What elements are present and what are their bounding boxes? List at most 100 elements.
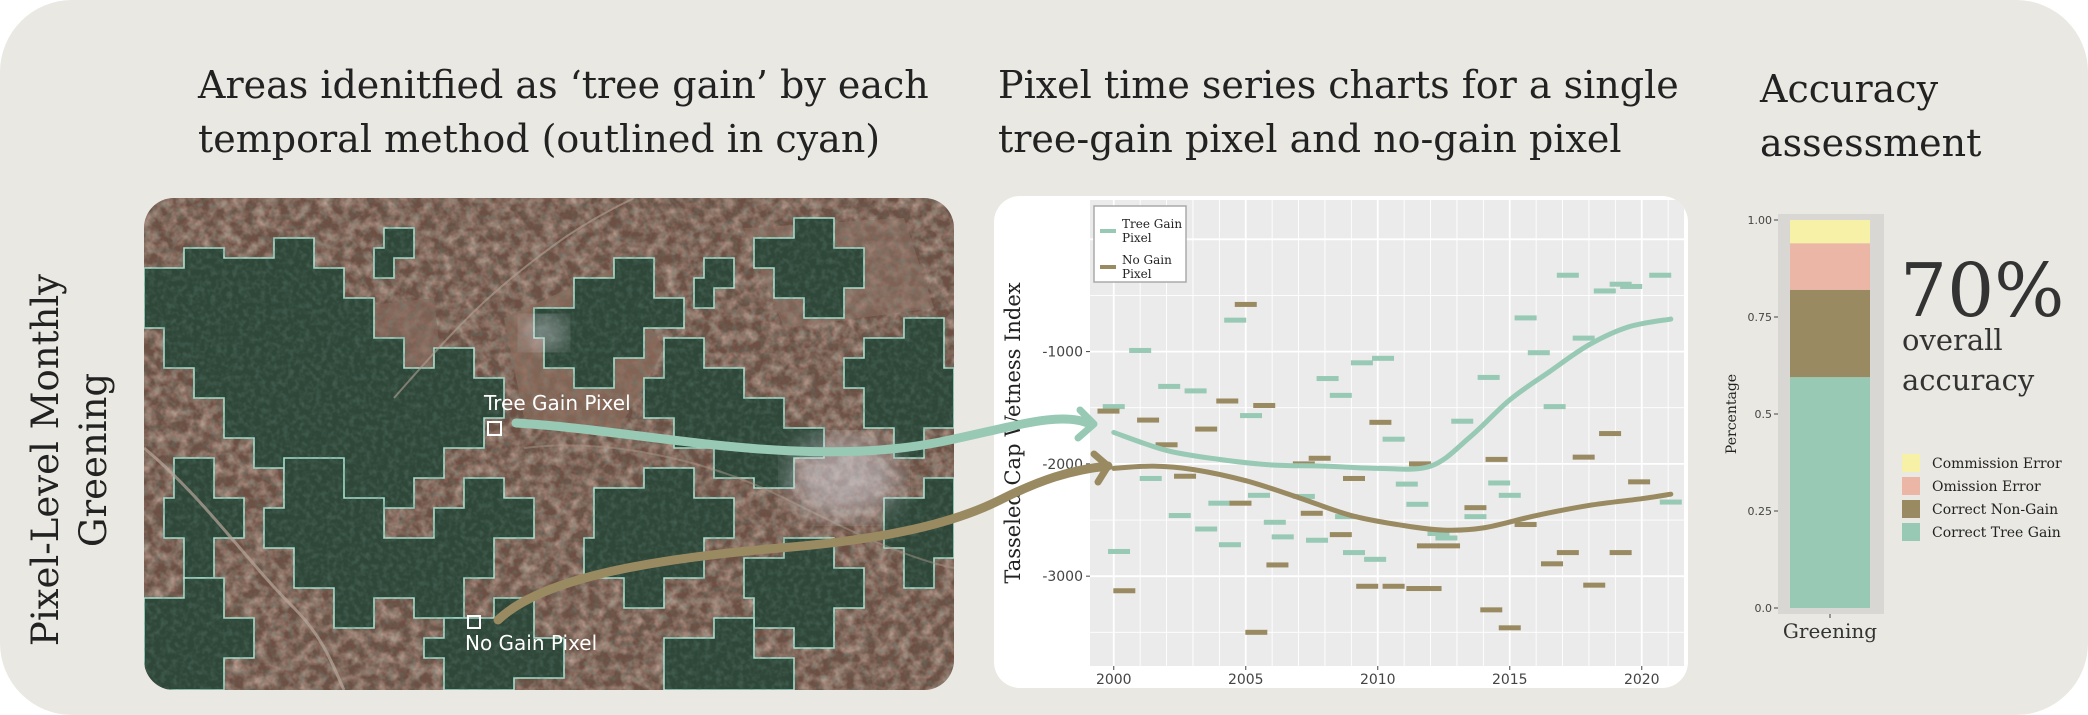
no-gain-point [1234, 301, 1257, 307]
tree-gain-point [1372, 355, 1395, 361]
no-gain-point [1229, 500, 1252, 506]
no-gain-point [1216, 398, 1239, 404]
tree-gain-trend-line [1111, 316, 1674, 472]
tree-gain-point [1649, 272, 1672, 278]
no-gain-point [1356, 583, 1379, 589]
no-gain-point [1485, 456, 1508, 462]
tree-gain-point [1158, 383, 1181, 389]
no-gain-point [1174, 473, 1197, 479]
satellite-image: Tree Gain Pixel No Gain Pixel [144, 198, 954, 690]
tree-gain-pixel-label: Tree Gain Pixel [483, 391, 631, 415]
no-gain-point [1416, 543, 1439, 549]
no-gain-point [1514, 522, 1537, 528]
tree-gain-point [1498, 492, 1521, 498]
no-gain-trend-line [1111, 463, 1674, 533]
x-tick-label: 2005 [1228, 672, 1264, 688]
legend-label: Correct Non-Gain [1932, 502, 2058, 518]
timeseries-chart: 2000 2005 2010 2015 2020 -1000 -2000 -3000 Tasse… [1001, 200, 1684, 688]
tree-gain-point [1329, 392, 1352, 398]
tree-gain-point [1263, 519, 1286, 525]
cloud [789, 438, 899, 518]
tree-gain-point [1102, 404, 1125, 410]
no-gain-point [1137, 417, 1160, 423]
bar-y-tick-label: 1.00 [1748, 214, 1773, 227]
tree-gain-point [1527, 350, 1550, 356]
legend-label: Tree Gain [1122, 217, 1182, 231]
tree-gain-point [1108, 548, 1131, 554]
tree-gain-point [1292, 493, 1315, 499]
tree-gain-point [1316, 376, 1339, 382]
bar-category-label: Greening [1783, 619, 1877, 643]
bar-segment-omission-error [1790, 243, 1870, 290]
tree-gain-point [1335, 514, 1358, 520]
y-tick-label: -1000 [1042, 345, 1083, 361]
legend-label: Commission Error [1932, 456, 2062, 472]
no-gain-point [1556, 550, 1579, 556]
tree-gain-point [1195, 526, 1218, 532]
tree-gain-point [1593, 288, 1616, 294]
legend-label: Omission Error [1932, 479, 2041, 495]
tree-gain-point [1350, 360, 1373, 366]
no-gain-point [1419, 586, 1442, 592]
no-gain-point [1195, 426, 1218, 432]
legend-swatch [1902, 500, 1920, 518]
no-gain-pixel-marker [467, 615, 481, 629]
legend-label: Correct Tree Gain [1932, 525, 2061, 541]
no-gain-point [1343, 475, 1365, 481]
bar-y-axis-label: Percentage [1724, 374, 1740, 454]
tree-gain-point [1427, 530, 1450, 536]
tree-gain-point [1247, 492, 1270, 498]
no-gain-point [1583, 582, 1606, 588]
no-gain-point [1113, 588, 1136, 594]
tree-gain-point [1306, 537, 1329, 543]
legend-label: No Gain [1122, 253, 1172, 267]
no-gain-point [1480, 607, 1503, 613]
tree-gain-point [1406, 501, 1429, 507]
y-tick-label: -3000 [1042, 569, 1083, 585]
road [144, 446, 346, 690]
no-gain-point [1369, 419, 1392, 425]
legend-label: Pixel [1122, 267, 1152, 281]
tree-gain-point [1271, 534, 1294, 540]
tree-gain-point [1343, 550, 1365, 556]
no-gain-point [1300, 510, 1323, 516]
x-tick-label: 2000 [1096, 672, 1132, 688]
legend-label: Pixel [1122, 231, 1152, 245]
tree-gain-point [1514, 315, 1537, 321]
no-gain-point [1464, 505, 1487, 511]
road [393, 198, 635, 399]
y-tick-label: -2000 [1042, 457, 1083, 473]
tree-gain-point [1488, 480, 1511, 486]
map-heading: Areas idenitfied as ‘tree gain’ by each … [198, 63, 929, 161]
no-gain-point [1308, 455, 1331, 461]
no-gain-pixel-label: No Gain Pixel [465, 631, 597, 655]
overall-accuracy-label: overall accuracy [1902, 323, 2035, 397]
tree-gain-point [1218, 542, 1241, 548]
no-gain-point [1406, 586, 1429, 592]
no-gain-point [1409, 461, 1431, 467]
tree-gain-point [1435, 535, 1458, 541]
side-title: Pixel-Level Monthly Greening [24, 273, 115, 647]
no-gain-point [1266, 562, 1289, 568]
tree-gain-point [1543, 404, 1566, 410]
tree-gain-point [1129, 347, 1152, 353]
tree-gain-point [1382, 436, 1405, 442]
tree-gain-point [1184, 388, 1207, 394]
tree-gain-point [1364, 556, 1387, 562]
tree-gain-point [1620, 283, 1643, 289]
accuracy-chart: 0.0 0.25 0.5 0.75 1.00 Percentage Greening Comm… [1724, 214, 2062, 643]
legend-box [1093, 205, 1187, 283]
tree-gain-point [1556, 272, 1579, 278]
tree-gain-point [1395, 481, 1418, 487]
no-gain-point [1382, 583, 1405, 589]
tree-gain-point [1464, 514, 1487, 520]
no-gain-point [1609, 550, 1632, 556]
tree-gain-point [1572, 335, 1595, 341]
no-gain-point [1572, 454, 1595, 460]
tree-gain-point [1224, 317, 1247, 323]
overall-accuracy-value: 70% [1900, 248, 2065, 334]
bar-y-tick-label: 0.0 [1755, 602, 1773, 615]
timeseries-chart-card: 2000 2005 2010 2015 2020 -1000 -2000 -3000 Tasse… [994, 196, 1688, 688]
